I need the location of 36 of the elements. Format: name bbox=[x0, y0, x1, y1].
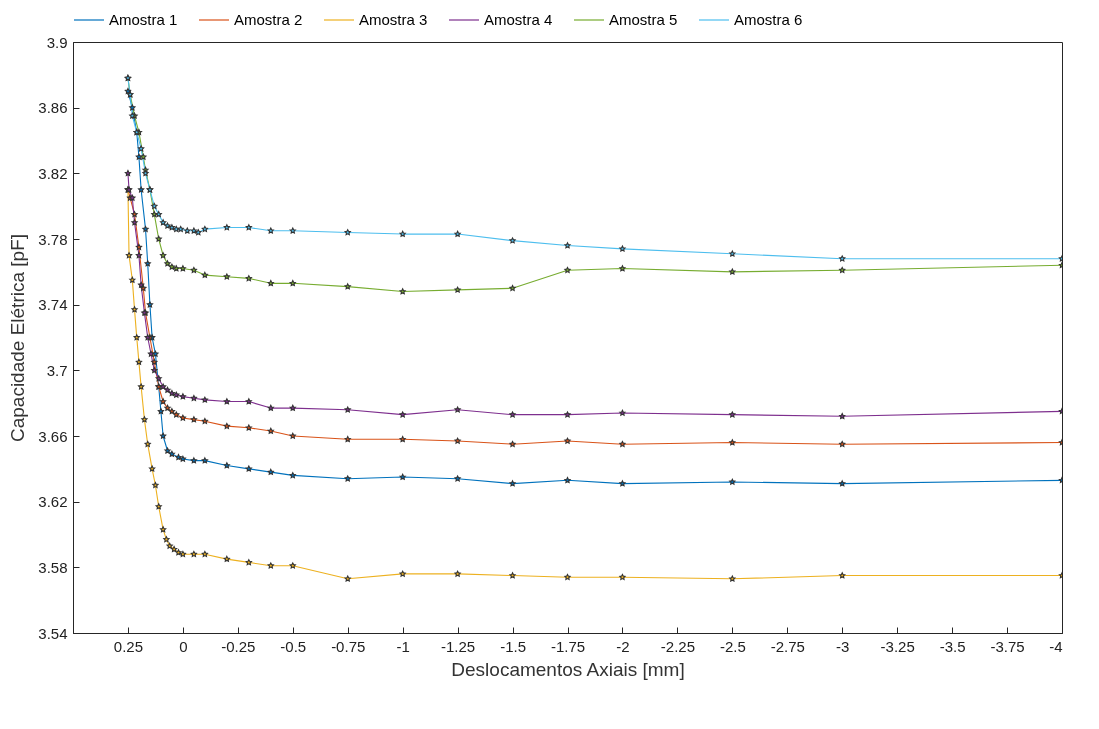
x-tick-label: -0.5 bbox=[280, 637, 307, 655]
legend-label: Amostra 2 bbox=[234, 11, 303, 28]
x-tick-label: -0.75 bbox=[331, 637, 366, 655]
x-tick-label: -2.5 bbox=[719, 637, 746, 655]
legend-label: Amostra 5 bbox=[609, 11, 678, 28]
x-tick-label: -1.25 bbox=[441, 637, 476, 655]
x-tick-label: 0.25 bbox=[113, 637, 144, 655]
y-tick-label: 3.9 bbox=[46, 33, 68, 51]
legend-label: Amostra 1 bbox=[109, 11, 178, 28]
x-tick-label: -3.75 bbox=[990, 637, 1025, 655]
legend-label: Amostra 4 bbox=[484, 11, 553, 28]
x-axis-title: Deslocamentos Axiais [mm] bbox=[451, 658, 685, 680]
y-tick-label: 3.86 bbox=[38, 99, 68, 117]
y-tick-label: 3.78 bbox=[38, 230, 68, 248]
x-tick-label: -0.25 bbox=[221, 637, 256, 655]
y-tick-label: 3.62 bbox=[38, 493, 68, 511]
y-tick-label: 3.7 bbox=[46, 361, 68, 379]
x-tick-label: 0 bbox=[179, 637, 188, 655]
x-tick-label: -2 bbox=[616, 637, 630, 655]
legend-label: Amostra 6 bbox=[734, 11, 803, 28]
x-tick-label: -3.25 bbox=[880, 637, 915, 655]
y-tick-label: 3.74 bbox=[38, 296, 68, 314]
y-tick-label: 3.54 bbox=[38, 624, 68, 642]
y-axis-title: Capacidade Elétrica [pF] bbox=[7, 233, 29, 443]
legend-label: Amostra 3 bbox=[359, 11, 428, 28]
x-tick-label: -2.75 bbox=[770, 637, 805, 655]
x-tick-label: -1.5 bbox=[500, 637, 526, 655]
x-tick-label: -2.25 bbox=[660, 637, 695, 655]
y-tick-label: 3.82 bbox=[38, 164, 68, 182]
x-tick-label: -1 bbox=[396, 637, 410, 655]
y-tick-label: 3.66 bbox=[38, 427, 68, 445]
x-tick-label: -1.75 bbox=[550, 637, 586, 655]
x-tick-label: -4 bbox=[1049, 637, 1063, 655]
y-tick-label: 3.58 bbox=[38, 558, 68, 576]
x-tick-label: -3.5 bbox=[939, 637, 966, 655]
x-tick-label: -3 bbox=[836, 637, 850, 655]
